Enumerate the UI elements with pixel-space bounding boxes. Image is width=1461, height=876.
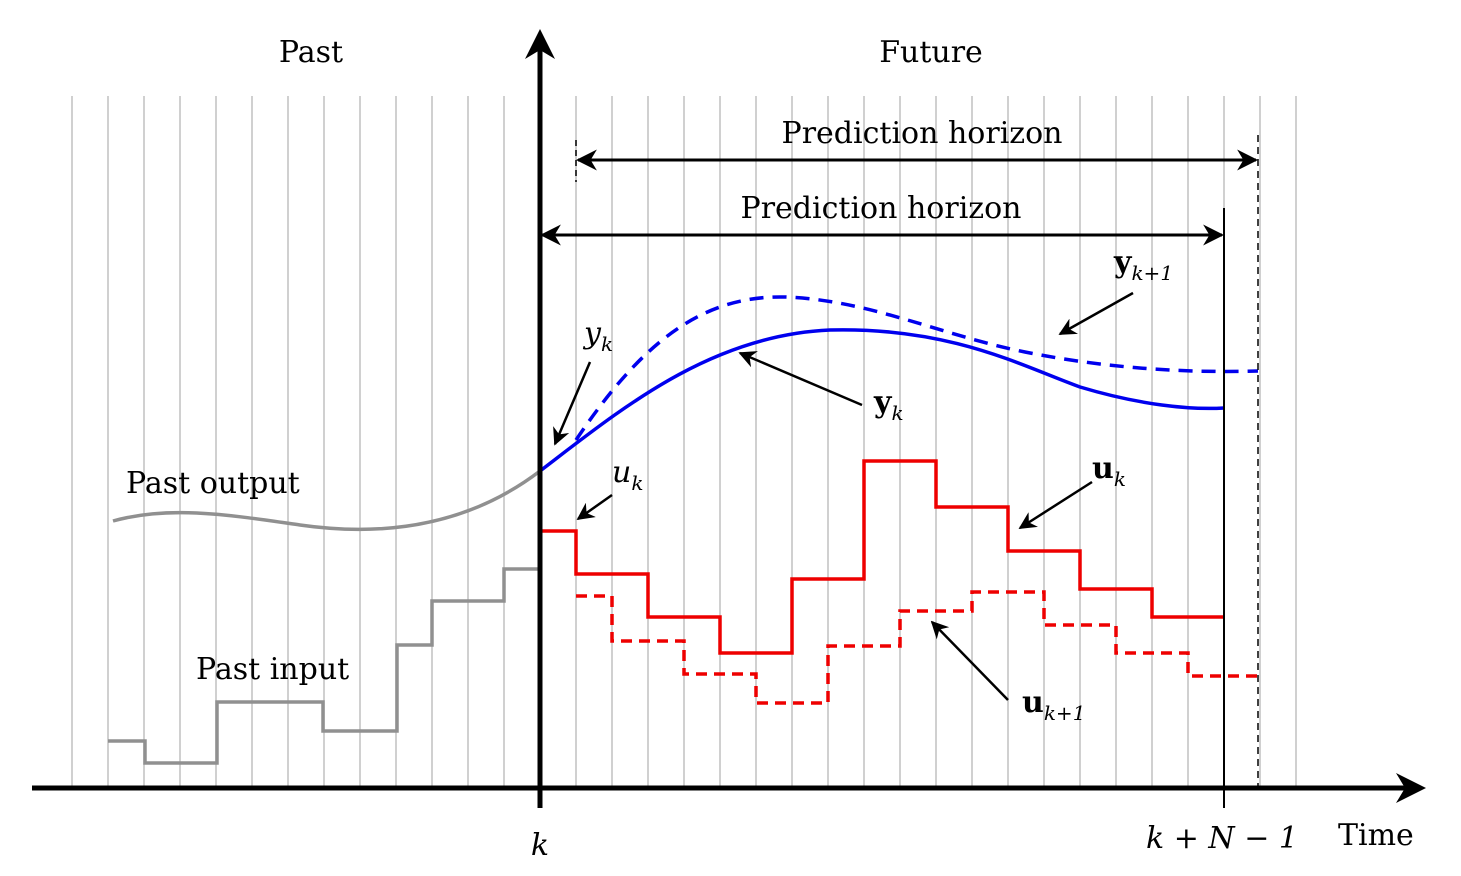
u-vec-next-arrow [930, 620, 1009, 701]
y-scalar-label: yk [582, 316, 613, 356]
y-vec-label: yk [873, 385, 904, 425]
y-vec-next-label: yk+1 [1113, 245, 1173, 285]
past-input-label: Past input [196, 652, 349, 687]
predicted-input-current [540, 459, 1224, 655]
tick-k: k [531, 828, 549, 863]
u-vec-next-label: uk+1 [1022, 685, 1085, 725]
time-axis-label: Time [1338, 818, 1414, 853]
y-vec-next-arrow [1058, 291, 1134, 336]
future-region-label: Future [879, 35, 983, 70]
tick-k-end: k + N − 1 [1146, 821, 1298, 856]
y-scalar-arrow [553, 361, 592, 446]
shifted-horizon-label: Prediction horizon [782, 116, 1063, 151]
past-region-label: Past [279, 35, 343, 70]
u-scalar-label: uk [612, 455, 643, 495]
u-scalar-arrow [576, 493, 613, 521]
predicted-output-current [538, 328, 1225, 473]
predicted-input-shifted [576, 590, 1258, 705]
u-vec-arrow [1018, 480, 1093, 530]
u-vec-label: uk [1092, 451, 1126, 491]
past-input-staircase [108, 567, 540, 765]
y-vec-arrow [738, 351, 863, 407]
predicted-output-shifted [574, 295, 1259, 441]
past-output-curve [112, 469, 542, 532]
past-output-label: Past output [126, 466, 300, 501]
current-horizon-label: Prediction horizon [741, 191, 1022, 226]
